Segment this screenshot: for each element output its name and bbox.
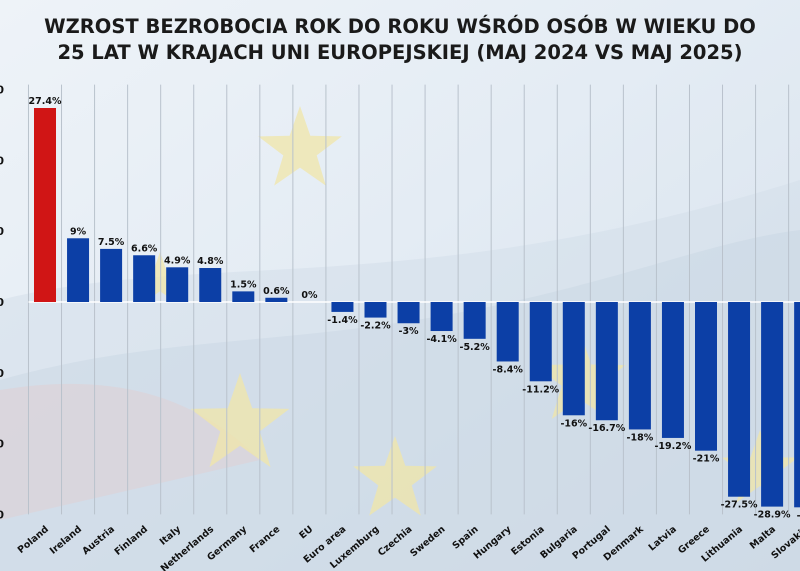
bar-france xyxy=(265,297,288,302)
bar-austria xyxy=(100,248,123,302)
data-label: 0% xyxy=(301,290,318,301)
data-label: -11.2% xyxy=(522,384,559,395)
y-tick-label: 20 xyxy=(0,154,4,167)
x-tick-label: EU xyxy=(297,524,315,542)
data-label: -2.2% xyxy=(360,321,391,332)
bar-latvia xyxy=(661,302,684,438)
bar-poland xyxy=(34,108,56,303)
data-label: -8.4% xyxy=(493,364,524,375)
bar-hungary xyxy=(496,302,519,362)
data-label: -16% xyxy=(560,418,587,429)
bar-germany xyxy=(232,291,255,302)
x-tick-label: Czechia xyxy=(376,524,414,559)
bar-finland xyxy=(133,255,156,302)
y-tick-label: -20 xyxy=(0,438,4,451)
bar-slovakia xyxy=(794,302,800,508)
x-tick-label: Hungary xyxy=(472,523,515,561)
data-label: 6.6% xyxy=(131,243,158,254)
data-label: -16.7% xyxy=(588,423,625,434)
bar-lithuania xyxy=(728,302,751,497)
data-label: -29 xyxy=(797,510,800,521)
data-label: 4.9% xyxy=(164,255,191,266)
x-tick-label: Malta xyxy=(748,524,778,552)
x-tick-label: Latvia xyxy=(647,524,679,554)
y-tick-label: 30 xyxy=(0,84,4,97)
y-axis: 30 20 10 0 -10 -20 -30 xyxy=(0,84,4,522)
data-label: 27.4% xyxy=(29,96,62,107)
chart-title-line-1: WZROST BEZROBOCIA ROK DO ROKU WŚRÓD OSÓB… xyxy=(44,15,756,38)
bar-bulgaria xyxy=(562,302,585,416)
bar-spain xyxy=(463,302,486,339)
y-tick-label: -10 xyxy=(0,367,4,380)
y-tick-label: -30 xyxy=(0,508,4,521)
bar-denmark xyxy=(628,302,651,430)
chart-title-line-2: 25 LAT W KRAJACH UNI EUROPEJSKIEJ (MAJ 2… xyxy=(57,41,743,64)
data-label: -28.9% xyxy=(754,510,791,521)
bar-malta xyxy=(761,302,784,507)
x-tick-label: Ireland xyxy=(48,524,84,557)
bar-euro-area xyxy=(331,302,354,312)
x-tick-label: Finland xyxy=(113,524,151,558)
bar-estonia xyxy=(529,302,552,382)
bar-netherlands xyxy=(199,268,222,302)
x-tick-label: Sweden xyxy=(408,524,447,560)
data-label: -5.2% xyxy=(460,342,491,353)
bar-greece xyxy=(695,302,717,451)
bar-czechia xyxy=(397,302,420,324)
y-tick-label: 10 xyxy=(0,225,4,238)
x-tick-label: Poland xyxy=(16,524,51,556)
data-label: 0.6% xyxy=(263,286,290,297)
chart-grid xyxy=(27,84,800,515)
data-label: -21% xyxy=(693,454,720,465)
data-label: 4.8% xyxy=(197,256,224,267)
data-label: -19.2% xyxy=(654,441,691,452)
data-label: -1.4% xyxy=(327,315,358,326)
y-tick-label: 0 xyxy=(0,296,4,309)
x-tick-label: France xyxy=(248,524,283,555)
bar-luxemburg xyxy=(364,302,387,318)
data-label: -27.5% xyxy=(721,500,758,511)
data-label: 7.5% xyxy=(98,237,125,248)
data-label: -18% xyxy=(627,432,654,443)
x-tick-label: Italy xyxy=(158,523,184,547)
bar-italy xyxy=(166,267,189,302)
chart-title: WZROST BEZROBOCIA ROK DO ROKU WŚRÓD OSÓB… xyxy=(0,14,800,66)
data-label: -4.1% xyxy=(426,334,457,345)
data-label-group: 27.4%9%7.5%6.6%4.9% 4.8%1.5%0.6% 0%-1.4%-2… xyxy=(29,96,800,521)
x-tick-label: Spain xyxy=(450,524,480,552)
data-label: 1.5% xyxy=(230,279,257,290)
x-tick-label: Austria xyxy=(80,524,117,557)
bar-portugal xyxy=(595,302,618,421)
data-label: 9% xyxy=(70,226,87,237)
bar-ireland xyxy=(67,238,90,302)
bar-group xyxy=(34,108,800,508)
data-label: -3% xyxy=(399,326,420,337)
bar-sweden xyxy=(430,302,453,332)
